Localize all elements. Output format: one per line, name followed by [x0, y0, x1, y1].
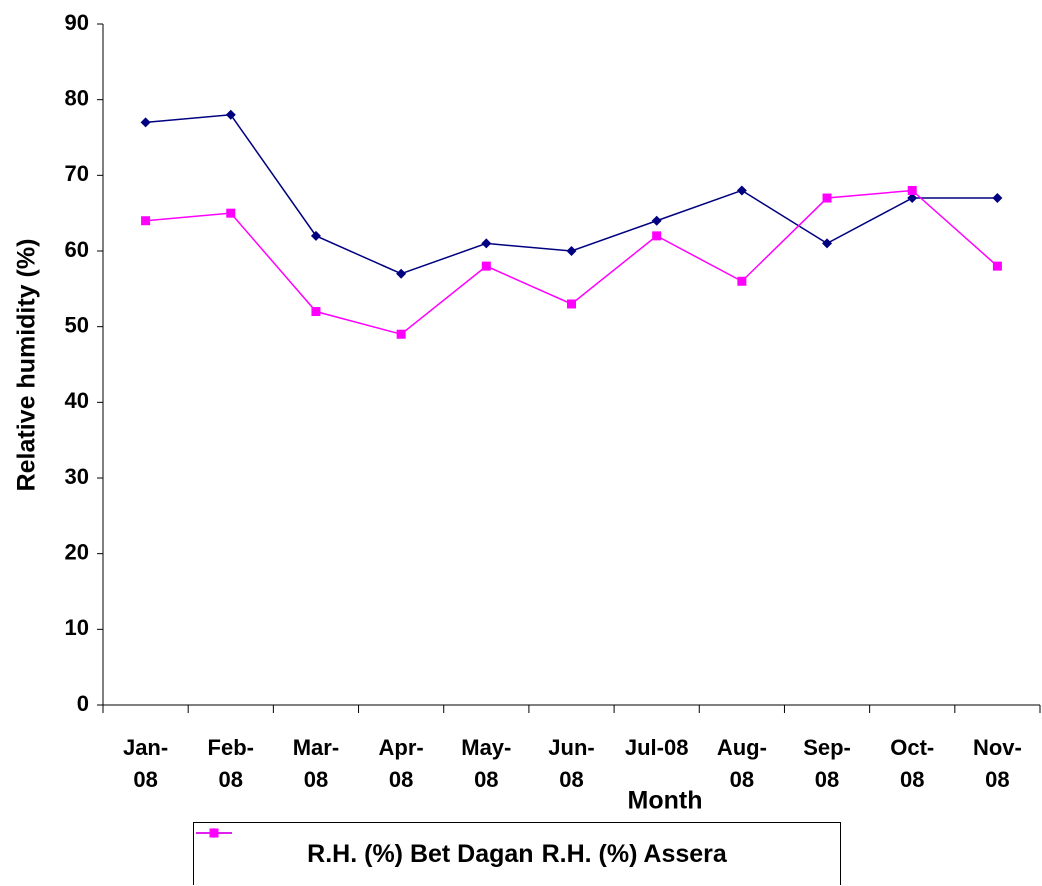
- y-axis-label: Relative humidity (%): [13, 239, 41, 492]
- x-tick-label: May-08: [461, 735, 512, 792]
- y-tick-label: 20: [65, 539, 89, 564]
- x-tick-label: Mar-08: [292, 735, 340, 792]
- legend-label: R.H. (%) Bet Dagan: [307, 839, 534, 868]
- series-line: [145, 189, 998, 336]
- x-tick-label: Aug-08: [716, 735, 767, 792]
- marker: [907, 193, 918, 204]
- marker: [566, 246, 577, 256]
- marker: [209, 828, 219, 838]
- marker: [141, 216, 151, 226]
- marker: [907, 185, 917, 195]
- marker: [822, 238, 833, 249]
- marker: [822, 193, 832, 203]
- x-tick-label: Oct-08: [890, 735, 935, 792]
- x-tick-label: Nov-08: [972, 735, 1022, 792]
- marker: [992, 193, 1003, 204]
- legend-label: R.H. (%) Assera: [541, 839, 727, 868]
- x-axis-label: Month: [628, 787, 703, 815]
- y-tick-label: 10: [65, 615, 89, 640]
- x-tick-label: Apr-08: [378, 735, 424, 792]
- x-tick-label: Feb-08: [207, 735, 254, 792]
- legend-entry: R.H. (%) Bet Dagan: [196, 828, 534, 869]
- y-tick-label: 80: [65, 85, 89, 110]
- marker: [311, 307, 321, 317]
- marker: [396, 268, 407, 279]
- y-tick-label: 0: [77, 691, 89, 716]
- legend-entry: R.H. (%) Assera: [196, 828, 727, 869]
- marker: [396, 329, 406, 339]
- marker: [481, 261, 491, 271]
- x-tick-label: Jun-08: [548, 735, 595, 792]
- y-tick-label: 60: [65, 237, 89, 262]
- marker: [481, 238, 492, 249]
- x-tick-label: Sep-08: [803, 735, 851, 792]
- y-tick-label: 30: [65, 464, 89, 489]
- x-tick-label: Jan-08: [122, 735, 169, 792]
- legend: R.H. (%) Bet Dagan R.H. (%) Assera: [193, 822, 841, 885]
- marker: [226, 208, 236, 218]
- marker: [225, 109, 236, 120]
- y-tick-label: 50: [65, 312, 89, 337]
- x-tick-label: Jul-08: [624, 735, 689, 760]
- marker: [736, 185, 747, 196]
- marker: [737, 276, 747, 286]
- marker: [140, 117, 151, 128]
- marker: [567, 299, 576, 309]
- y-tick-label: 40: [65, 388, 89, 413]
- legend-icon: [196, 828, 232, 838]
- y-tick-label: 90: [65, 10, 89, 35]
- marker: [652, 231, 662, 241]
- marker: [651, 215, 662, 226]
- marker: [992, 261, 1002, 271]
- y-tick-label: 70: [65, 161, 89, 186]
- marker: [310, 230, 321, 241]
